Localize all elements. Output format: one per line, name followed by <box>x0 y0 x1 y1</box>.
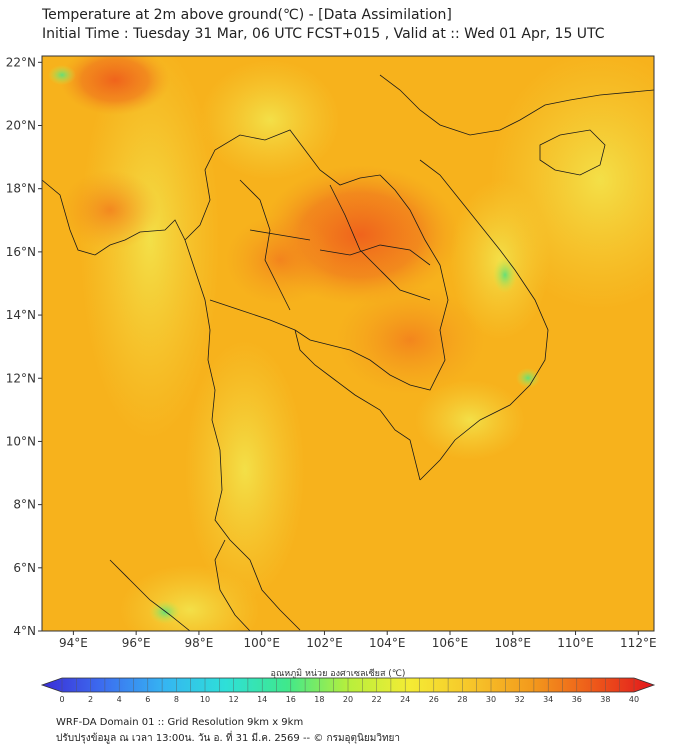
lon-tick-label: 96°E <box>122 636 151 650</box>
colorbar-label: 18 <box>314 695 324 704</box>
colorbar-title: อุณหภูมิ หน่วย องศาเซลเซียส (℃) <box>270 669 406 679</box>
colorbar-label: 32 <box>515 695 525 704</box>
colorbar-label: 8 <box>174 695 179 704</box>
lon-tick-label: 102°E <box>306 636 343 650</box>
colorbar-label: 28 <box>457 695 467 704</box>
colorbar-label: 6 <box>145 695 150 704</box>
field-green-spot-nw <box>48 65 76 85</box>
colorbar-label: 2 <box>88 695 93 704</box>
lat-tick-label: 4°N <box>13 624 36 638</box>
lon-tick-label: 106°E <box>432 636 469 650</box>
field-cool-myanmar <box>80 56 220 440</box>
colorbar-label: 10 <box>200 695 210 704</box>
lon-tick-label: 112°E <box>620 636 657 650</box>
colorbar-label: 22 <box>372 695 382 704</box>
field-warm-central <box>225 215 335 305</box>
lat-tick-label: 12°N <box>6 371 36 385</box>
footer-update-info: ปรับปรุงข้อมูล ณ เวลา 13:00น. วัน อ. ที่… <box>56 733 401 744</box>
colorbar-label: 38 <box>600 695 610 704</box>
field-cool-mekong <box>415 380 525 460</box>
lat-tick-label: 18°N <box>6 182 36 196</box>
colorbar-label: 30 <box>486 695 496 704</box>
colorbar-label: 36 <box>572 695 582 704</box>
lat-tick-label: 22°N <box>6 55 36 69</box>
axis-ticks: 94°E 96°E 98°E 100°E 102°E 104°E 106°E 108°E 110… <box>6 55 657 650</box>
lat-tick-label: 20°N <box>6 119 36 133</box>
colorbar-label: 0 <box>59 695 64 704</box>
chart-title: Temperature at 2m above ground(℃) - [Dat… <box>42 7 452 23</box>
field-cool-peninsula <box>185 340 305 600</box>
chart-subtitle: Initial Time : Tuesday 31 Mar, 06 UTC FC… <box>42 26 605 42</box>
field-warm-cambodia <box>335 285 485 395</box>
colorbar-labels: 0 2 4 6 8 10 12 14 16 18 20 22 24 26 28 30 32 34 36 38 40 <box>59 678 639 704</box>
lon-tick-label: 100°E <box>243 636 280 650</box>
lat-tick-label: 6°N <box>13 561 36 575</box>
colorbar-label: 4 <box>117 695 122 704</box>
lon-tick-label: 110°E <box>557 636 594 650</box>
lat-tick-label: 16°N <box>6 245 36 259</box>
lat-tick-label: 8°N <box>13 498 36 512</box>
field-cool-north <box>200 60 340 180</box>
lon-tick-label: 108°E <box>495 636 532 650</box>
field-green-spot-vietnam <box>516 368 540 388</box>
lat-tick-label: 10°N <box>6 434 36 448</box>
colorbar-label: 14 <box>257 695 267 704</box>
map-borders <box>42 74 654 631</box>
temperature-field <box>42 56 654 631</box>
lon-tick-label: 94°E <box>59 636 88 650</box>
lat-tick-label: 14°N <box>6 308 36 322</box>
footer-model-info: WRF-DA Domain 01 :: Grid Resolution 9km … <box>56 717 304 728</box>
colorbar-label: 16 <box>286 695 296 704</box>
lon-tick-label: 104°E <box>369 636 406 650</box>
colorbar-label: 40 <box>629 695 639 704</box>
colorbar-label: 26 <box>429 695 439 704</box>
field-green-spot-malaysia <box>149 600 181 624</box>
colorbar-label: 34 <box>543 695 553 704</box>
colorbar-label: 24 <box>400 695 410 704</box>
lon-tick-label: 98°E <box>184 636 213 650</box>
field-warm-myanmar <box>60 170 160 250</box>
field-warm-northwest <box>60 56 170 115</box>
colorbar-label: 12 <box>229 695 239 704</box>
colorbar: 0 2 4 6 8 10 12 14 16 18 20 22 24 26 28 30 32 34 36 38 40 <box>40 677 656 704</box>
colorbar-label: 20 <box>343 695 353 704</box>
field-green-spot-central-highland <box>493 257 517 293</box>
map-frame <box>41 55 655 632</box>
